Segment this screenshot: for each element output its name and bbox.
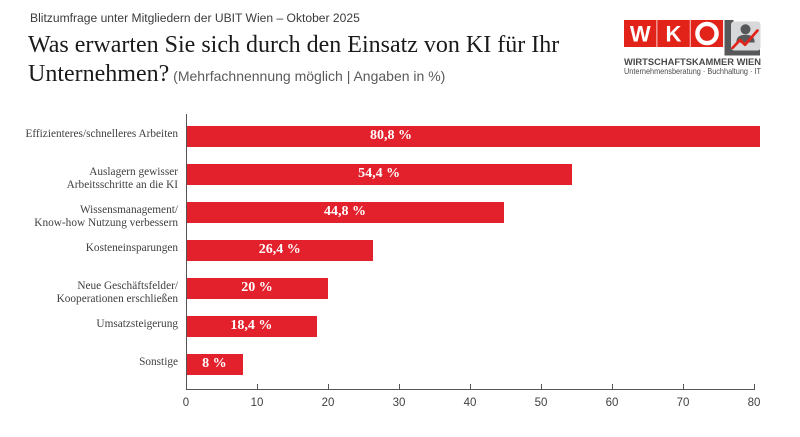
svg-text:Unternehmensberatung · Buchhal: Unternehmensberatung · Buchhaltung · IT [624,66,761,76]
svg-text:W: W [630,22,651,47]
svg-text:K: K [666,22,682,47]
